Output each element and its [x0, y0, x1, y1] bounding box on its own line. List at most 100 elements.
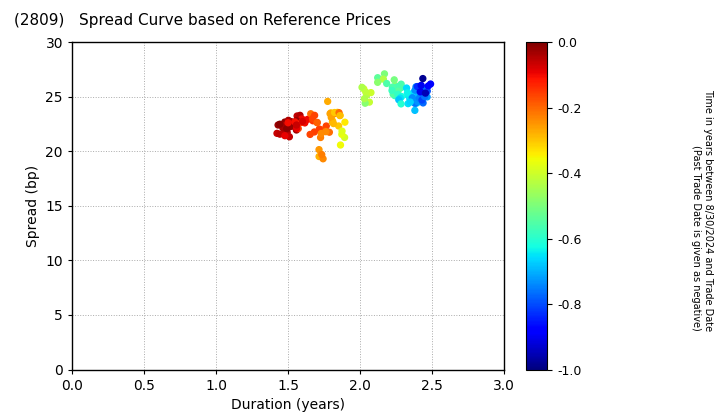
Point [329, 110, 341, 117]
Point [291, 117, 302, 124]
Point [307, 115, 318, 122]
Point [311, 119, 323, 126]
Point [325, 114, 337, 121]
Point [327, 119, 338, 126]
Point [281, 125, 292, 132]
Point [317, 126, 328, 133]
Point [413, 95, 425, 102]
Point [323, 129, 335, 136]
Point [299, 120, 310, 126]
Point [396, 93, 408, 100]
Point [316, 151, 328, 158]
Point [327, 118, 338, 124]
Point [325, 110, 337, 116]
Point [291, 122, 302, 129]
Point [359, 100, 371, 107]
Point [333, 109, 345, 116]
X-axis label: Duration (years): Duration (years) [231, 398, 345, 412]
Point [292, 125, 304, 132]
Point [292, 121, 304, 128]
Point [282, 119, 294, 126]
Point [315, 128, 326, 134]
Point [339, 119, 351, 126]
Point [418, 100, 429, 106]
Point [284, 123, 296, 130]
Point [406, 97, 418, 103]
Point [294, 119, 306, 126]
Point [412, 83, 423, 90]
Point [284, 134, 295, 140]
Point [361, 92, 372, 98]
Text: (2809)   Spread Curve based on Reference Prices: (2809) Spread Curve based on Reference P… [14, 13, 392, 28]
Point [423, 83, 434, 89]
Y-axis label: Spread (bp): Spread (bp) [26, 165, 40, 247]
Point [277, 124, 289, 131]
Point [417, 85, 428, 92]
Point [381, 80, 392, 87]
Point [395, 84, 407, 91]
Point [289, 118, 301, 125]
Point [415, 94, 426, 101]
Point [356, 84, 368, 91]
Point [417, 88, 428, 95]
Point [386, 87, 397, 94]
Point [274, 131, 286, 137]
Point [313, 153, 325, 160]
Point [390, 82, 401, 89]
Point [387, 91, 399, 97]
Point [334, 112, 346, 119]
Point [335, 142, 346, 148]
Point [415, 89, 427, 96]
Point [299, 117, 310, 123]
Point [320, 123, 332, 129]
Point [421, 94, 433, 100]
Point [309, 129, 320, 135]
Point [324, 110, 336, 117]
Point [408, 89, 419, 96]
Point [297, 118, 308, 125]
Point [291, 127, 302, 134]
Point [409, 100, 420, 107]
Point [279, 132, 291, 139]
Point [419, 93, 431, 100]
Point [405, 99, 416, 105]
Point [410, 89, 422, 96]
Point [315, 130, 327, 137]
Point [285, 118, 297, 125]
Point [315, 134, 326, 141]
Point [407, 94, 418, 101]
Point [359, 95, 370, 102]
Point [415, 88, 426, 95]
Point [392, 83, 403, 90]
Point [291, 125, 302, 132]
Point [404, 95, 415, 102]
Point [286, 121, 297, 127]
Point [416, 84, 428, 91]
Point [294, 112, 306, 119]
Point [322, 98, 333, 105]
Point [377, 76, 389, 82]
Point [416, 97, 428, 103]
Point [395, 100, 407, 107]
Point [314, 126, 325, 132]
Point [276, 122, 288, 129]
Point [287, 123, 298, 129]
Point [401, 85, 413, 92]
Point [329, 109, 341, 116]
Point [402, 89, 413, 96]
Point [292, 113, 303, 119]
Point [402, 100, 414, 107]
Point [281, 126, 292, 133]
Point [296, 119, 307, 126]
Point [411, 100, 423, 106]
Point [279, 119, 291, 126]
Point [392, 88, 404, 94]
Point [296, 116, 307, 122]
Point [320, 128, 332, 135]
Point [414, 89, 426, 95]
Point [389, 76, 400, 83]
Point [395, 95, 406, 102]
Point [393, 97, 405, 103]
Point [309, 112, 320, 119]
Point [387, 84, 398, 91]
